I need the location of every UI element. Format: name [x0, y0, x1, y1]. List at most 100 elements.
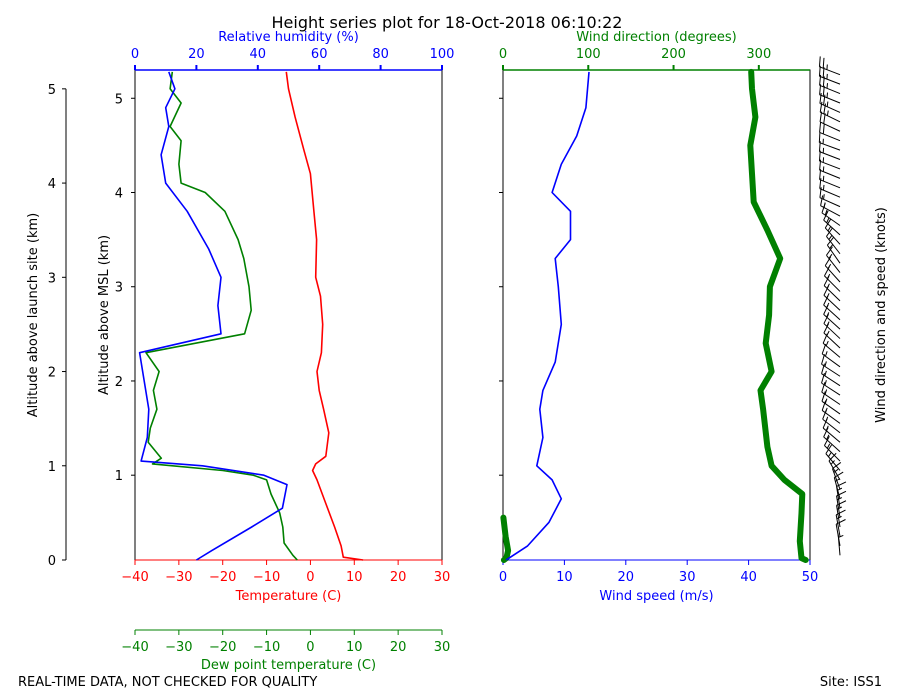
- barb-axis-label: Wind direction and speed (knots): [874, 207, 889, 423]
- rh-tick-label: 40: [250, 47, 267, 62]
- wind-barb: [818, 65, 841, 85]
- barb-half-feather: [828, 452, 832, 457]
- agl-y-axis-label: Altitude above launch site (km): [26, 213, 41, 417]
- barb-staff: [819, 197, 841, 208]
- barb-half-feather: [825, 425, 829, 431]
- wind-barb: [819, 111, 841, 132]
- agl-y-tick-label: 5: [48, 83, 56, 98]
- temperature-tick-label: −30: [165, 570, 192, 585]
- barb-half-feather: [833, 468, 839, 473]
- barb-half-feather: [826, 443, 831, 449]
- wind-direction-axis-label: Wind direction (degrees): [576, 30, 736, 45]
- wind-barb: [820, 195, 841, 217]
- barb-staff: [819, 151, 841, 160]
- barb-half-feather: [824, 370, 827, 377]
- barb-feather: [819, 101, 823, 113]
- dewpoint-line: [145, 71, 298, 561]
- msl-y-tick-label: 4: [115, 187, 123, 202]
- barb-staff: [823, 314, 841, 330]
- barb-half-feather: [826, 312, 830, 318]
- barb-half-feather: [826, 321, 830, 327]
- wind-barb: [821, 391, 841, 415]
- msl-y-tick-label: 1: [115, 469, 123, 484]
- barb-feather: [828, 452, 837, 462]
- temperature-axis-label: Temperature (C): [235, 589, 342, 604]
- wind-direction-tick-label: 0: [499, 47, 507, 62]
- wind-plot: 0 10 20 30 40 50 Wind speed (m/s) 0 100 200 300 Win…: [499, 30, 818, 604]
- barb-half-feather: [829, 244, 834, 249]
- barb-half-feather: [825, 340, 829, 347]
- barb-feather: [820, 195, 824, 206]
- barb-feather: [826, 246, 833, 256]
- barb-half-feather: [824, 398, 828, 404]
- wind-direction-tick-label: 300: [746, 47, 771, 62]
- barb-half-feather: [824, 361, 827, 367]
- temperature-tick-label: −20: [209, 570, 236, 585]
- barb-half-feather: [826, 434, 830, 440]
- wind-barb: [821, 382, 841, 405]
- temperature-tick-label: −10: [253, 570, 280, 585]
- barb-feather: [818, 56, 821, 67]
- barb-staff: [819, 121, 841, 132]
- temperature-tick-label: 0: [306, 570, 314, 585]
- barb-half-feather: [827, 263, 832, 269]
- wind-speed-tick-label: 40: [740, 570, 757, 585]
- dewpoint-tick-label: −10: [253, 640, 280, 655]
- wind-barb: [821, 400, 841, 424]
- wind-speed-tick-label: 20: [618, 570, 635, 585]
- barb-half-feather: [826, 217, 830, 224]
- barb-half-feather: [828, 253, 833, 259]
- temperature-tick-label: 20: [390, 570, 407, 585]
- wind-direction-tick-label: 200: [661, 47, 686, 62]
- barb-feather: [819, 111, 823, 123]
- barb-half-feather: [824, 407, 828, 413]
- rh-tick-label: 0: [131, 47, 139, 62]
- quality-disclaimer: REAL-TIME DATA, NOT CHECKED FOR QUALITY: [18, 675, 317, 690]
- wind-direction-line: [747, 68, 809, 563]
- wind-barb: [824, 256, 841, 283]
- barb-staff: [835, 524, 841, 546]
- barb-feather: [821, 354, 825, 365]
- wind-barb: [819, 169, 841, 189]
- barb-half-feather: [836, 515, 842, 520]
- agl-y-tick-label: 3: [48, 271, 56, 286]
- dewpoint-tick-label: 20: [390, 640, 407, 655]
- dewpoint-tick-label: −30: [165, 640, 192, 655]
- dewpoint-tick-label: −40: [121, 640, 148, 655]
- barb-staff: [823, 436, 841, 453]
- wind-speed-tick-label: 30: [679, 570, 696, 585]
- barb-staff: [819, 179, 841, 189]
- agl-y-tick-label: 2: [48, 366, 56, 381]
- rh-axis-label: Relative humidity (%): [218, 30, 359, 45]
- barb-half-feather: [823, 202, 826, 208]
- wind-barb: [832, 462, 842, 490]
- barb-half-feather: [824, 389, 828, 395]
- barb-half-feather: [826, 293, 830, 299]
- barb-half-feather: [824, 351, 828, 357]
- msl-y-tick-label: 2: [115, 375, 123, 390]
- barb-feather: [821, 391, 826, 402]
- barb-half-feather: [827, 226, 832, 232]
- barb-staff: [819, 94, 841, 104]
- barb-half-feather: [822, 184, 825, 191]
- wind-plot-frame: [502, 69, 811, 561]
- barb-staff: [823, 304, 841, 321]
- thermo-plot: 1 2 3 4 5 Altitude above MSL (km) 0 1 2 3 4 5 Altitu…: [26, 30, 454, 673]
- barb-staff: [819, 66, 841, 76]
- rh-line: [138, 71, 288, 561]
- wind-speed-tick-label: 50: [802, 570, 819, 585]
- dewpoint-tick-label: 30: [434, 640, 451, 655]
- barb-feather: [836, 481, 847, 487]
- wind-barb: [821, 343, 841, 368]
- barb-half-feather: [826, 110, 829, 116]
- wind-speed-axis-label: Wind speed (m/s): [599, 589, 713, 604]
- barb-half-feather: [826, 302, 830, 308]
- temperature-tick-label: −40: [121, 570, 148, 585]
- barb-half-feather: [826, 283, 830, 289]
- wind-speed-line: [505, 71, 590, 561]
- temperature-tick-label: 30: [434, 570, 451, 585]
- barb-feather: [818, 132, 821, 143]
- dewpoint-tick-label: 10: [346, 640, 363, 655]
- rh-tick-label: 60: [311, 47, 328, 62]
